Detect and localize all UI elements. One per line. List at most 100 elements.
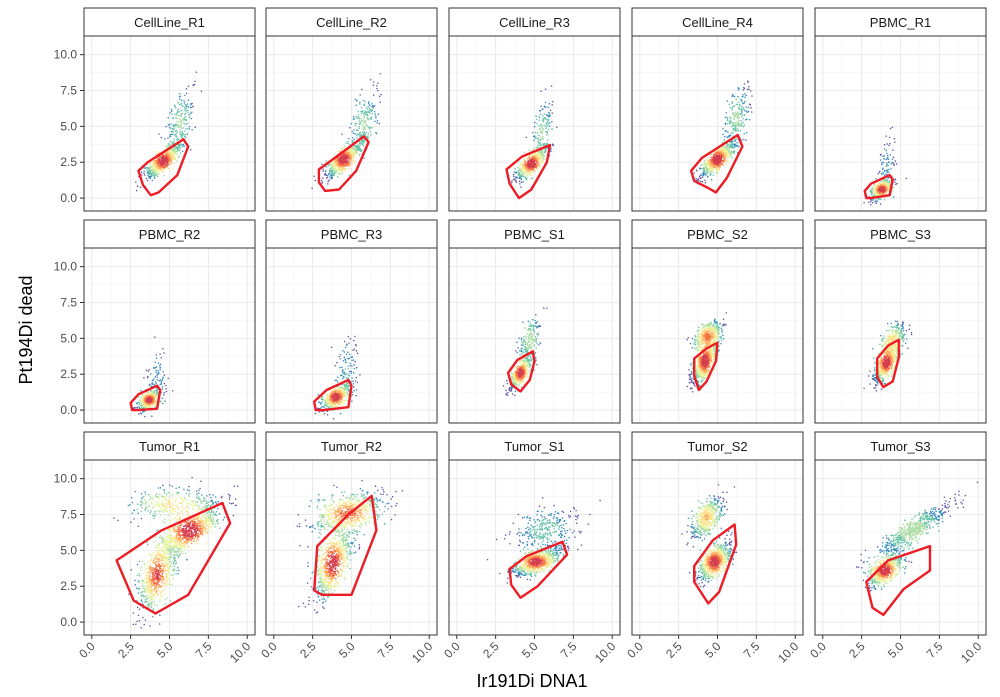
data-point: [161, 385, 164, 388]
data-point: [733, 95, 736, 97]
data-point: [156, 378, 159, 381]
data-point: [359, 150, 362, 152]
data-point: [192, 84, 194, 86]
data-point: [361, 131, 364, 133]
data-point: [738, 87, 740, 90]
y-tick-label: 5.0: [60, 119, 77, 133]
data-point: [178, 138, 180, 140]
data-point: [163, 174, 165, 177]
data-point: [881, 161, 883, 164]
data-point: [528, 155, 531, 157]
data-point: [888, 136, 891, 139]
data-point: [152, 379, 154, 382]
data-point: [894, 141, 896, 143]
data-point: [365, 107, 368, 109]
data-point: [175, 150, 178, 153]
data-point: [730, 117, 732, 120]
data-point: [523, 170, 525, 172]
data-point: [170, 127, 172, 129]
data-point: [158, 171, 160, 173]
data-point: [356, 352, 359, 355]
data-point: [733, 123, 736, 126]
data-point: [724, 116, 727, 118]
data-point: [745, 106, 747, 108]
data-point: [528, 149, 531, 152]
data-point: [726, 143, 729, 146]
data-point: [742, 121, 745, 123]
data-point: [134, 407, 136, 409]
data-point: [154, 361, 156, 363]
y-tick-label: 2.5: [60, 367, 77, 381]
data-point: [176, 117, 179, 120]
data-point: [142, 396, 145, 398]
data-point: [539, 161, 541, 164]
data-point: [163, 352, 165, 354]
data-point: [700, 180, 702, 182]
data-point: [330, 346, 333, 348]
data-point: [894, 181, 896, 183]
data-point: [547, 106, 550, 109]
data-point: [144, 416, 146, 418]
data-point: [152, 164, 154, 167]
data-point: [154, 381, 157, 383]
data-point: [719, 148, 722, 151]
data-point: [360, 121, 363, 123]
data-point: [726, 119, 729, 121]
data-point: [541, 131, 544, 134]
data-point: [520, 181, 523, 184]
data-point: [745, 132, 748, 134]
data-point: [870, 200, 872, 203]
data-point: [706, 175, 709, 178]
data-point: [737, 89, 740, 91]
data-point: [365, 131, 368, 134]
data-point: [706, 166, 709, 169]
data-point: [344, 346, 347, 349]
data-point: [699, 167, 701, 170]
data-point: [729, 154, 732, 157]
data-point: [167, 377, 169, 380]
data-point: [732, 127, 735, 130]
data-point: [339, 357, 341, 360]
data-point: [540, 139, 542, 141]
data-point: [140, 171, 143, 173]
data-point: [524, 177, 527, 180]
data-point: [347, 140, 349, 143]
data-point: [743, 108, 745, 111]
data-point: [324, 170, 327, 172]
data-point: [171, 128, 174, 130]
data-point: [695, 169, 698, 171]
data-point: [363, 125, 365, 128]
data-point: [872, 189, 874, 192]
data-point: [331, 161, 333, 164]
data-point: [171, 133, 173, 136]
data-point: [341, 172, 344, 174]
data-point: [366, 108, 369, 111]
data-point: [149, 172, 152, 175]
data-point: [701, 167, 703, 170]
data-point: [516, 176, 518, 179]
data-point: [741, 139, 743, 141]
data-point: [183, 106, 186, 108]
data-point: [371, 127, 373, 129]
data-point: [153, 177, 156, 180]
data-point: [736, 142, 738, 144]
data-point: [155, 150, 158, 153]
data-point: [356, 381, 359, 384]
data-point: [181, 105, 184, 107]
data-point: [748, 118, 751, 121]
data-point: [738, 101, 740, 103]
data-point: [371, 105, 373, 108]
data-point: [701, 176, 704, 179]
data-point: [733, 146, 735, 149]
data-point: [732, 132, 734, 134]
data-point: [715, 153, 718, 155]
data-point: [736, 103, 739, 106]
data-point: [157, 370, 159, 372]
data-point: [739, 130, 742, 132]
data-point: [140, 396, 142, 399]
data-point: [154, 405, 157, 408]
data-point: [180, 143, 183, 146]
data-point: [736, 117, 738, 120]
data-point: [548, 125, 551, 127]
